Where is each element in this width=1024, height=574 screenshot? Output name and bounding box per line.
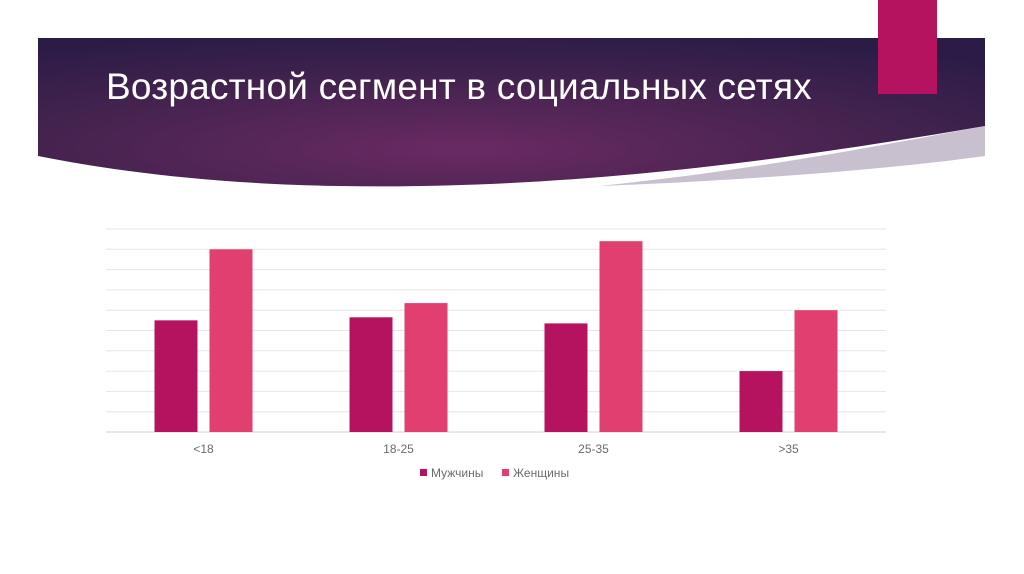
- bar-men-1: [349, 317, 393, 432]
- bar-men-3: [739, 371, 783, 432]
- title-banner: [38, 38, 985, 188]
- banner-background: [38, 38, 985, 187]
- x-tick-label: >35: [778, 442, 799, 456]
- bar-women-0: [209, 249, 253, 432]
- bar-women-3: [794, 310, 838, 432]
- bar-men-0: [154, 320, 198, 432]
- legend: Мужчины Женщины: [420, 466, 569, 480]
- bar-women-2: [599, 241, 643, 432]
- x-axis-ticks: <18 18-25 25-35 >35: [193, 442, 799, 456]
- bar-men-2: [544, 323, 588, 432]
- x-tick-label: <18: [193, 442, 214, 456]
- legend-label-women: Женщины: [513, 466, 569, 480]
- bars: [154, 241, 838, 432]
- legend-label-men: Мужчины: [431, 466, 483, 480]
- legend-swatch-women: [502, 469, 509, 476]
- x-tick-label: 18-25: [383, 442, 414, 456]
- legend-swatch-men: [420, 469, 427, 476]
- x-tick-label: 25-35: [578, 442, 609, 456]
- bar-women-1: [404, 303, 448, 432]
- accent-rectangle: [878, 0, 937, 94]
- slide-title: Возрастной сегмент в социальных сетях: [106, 66, 812, 107]
